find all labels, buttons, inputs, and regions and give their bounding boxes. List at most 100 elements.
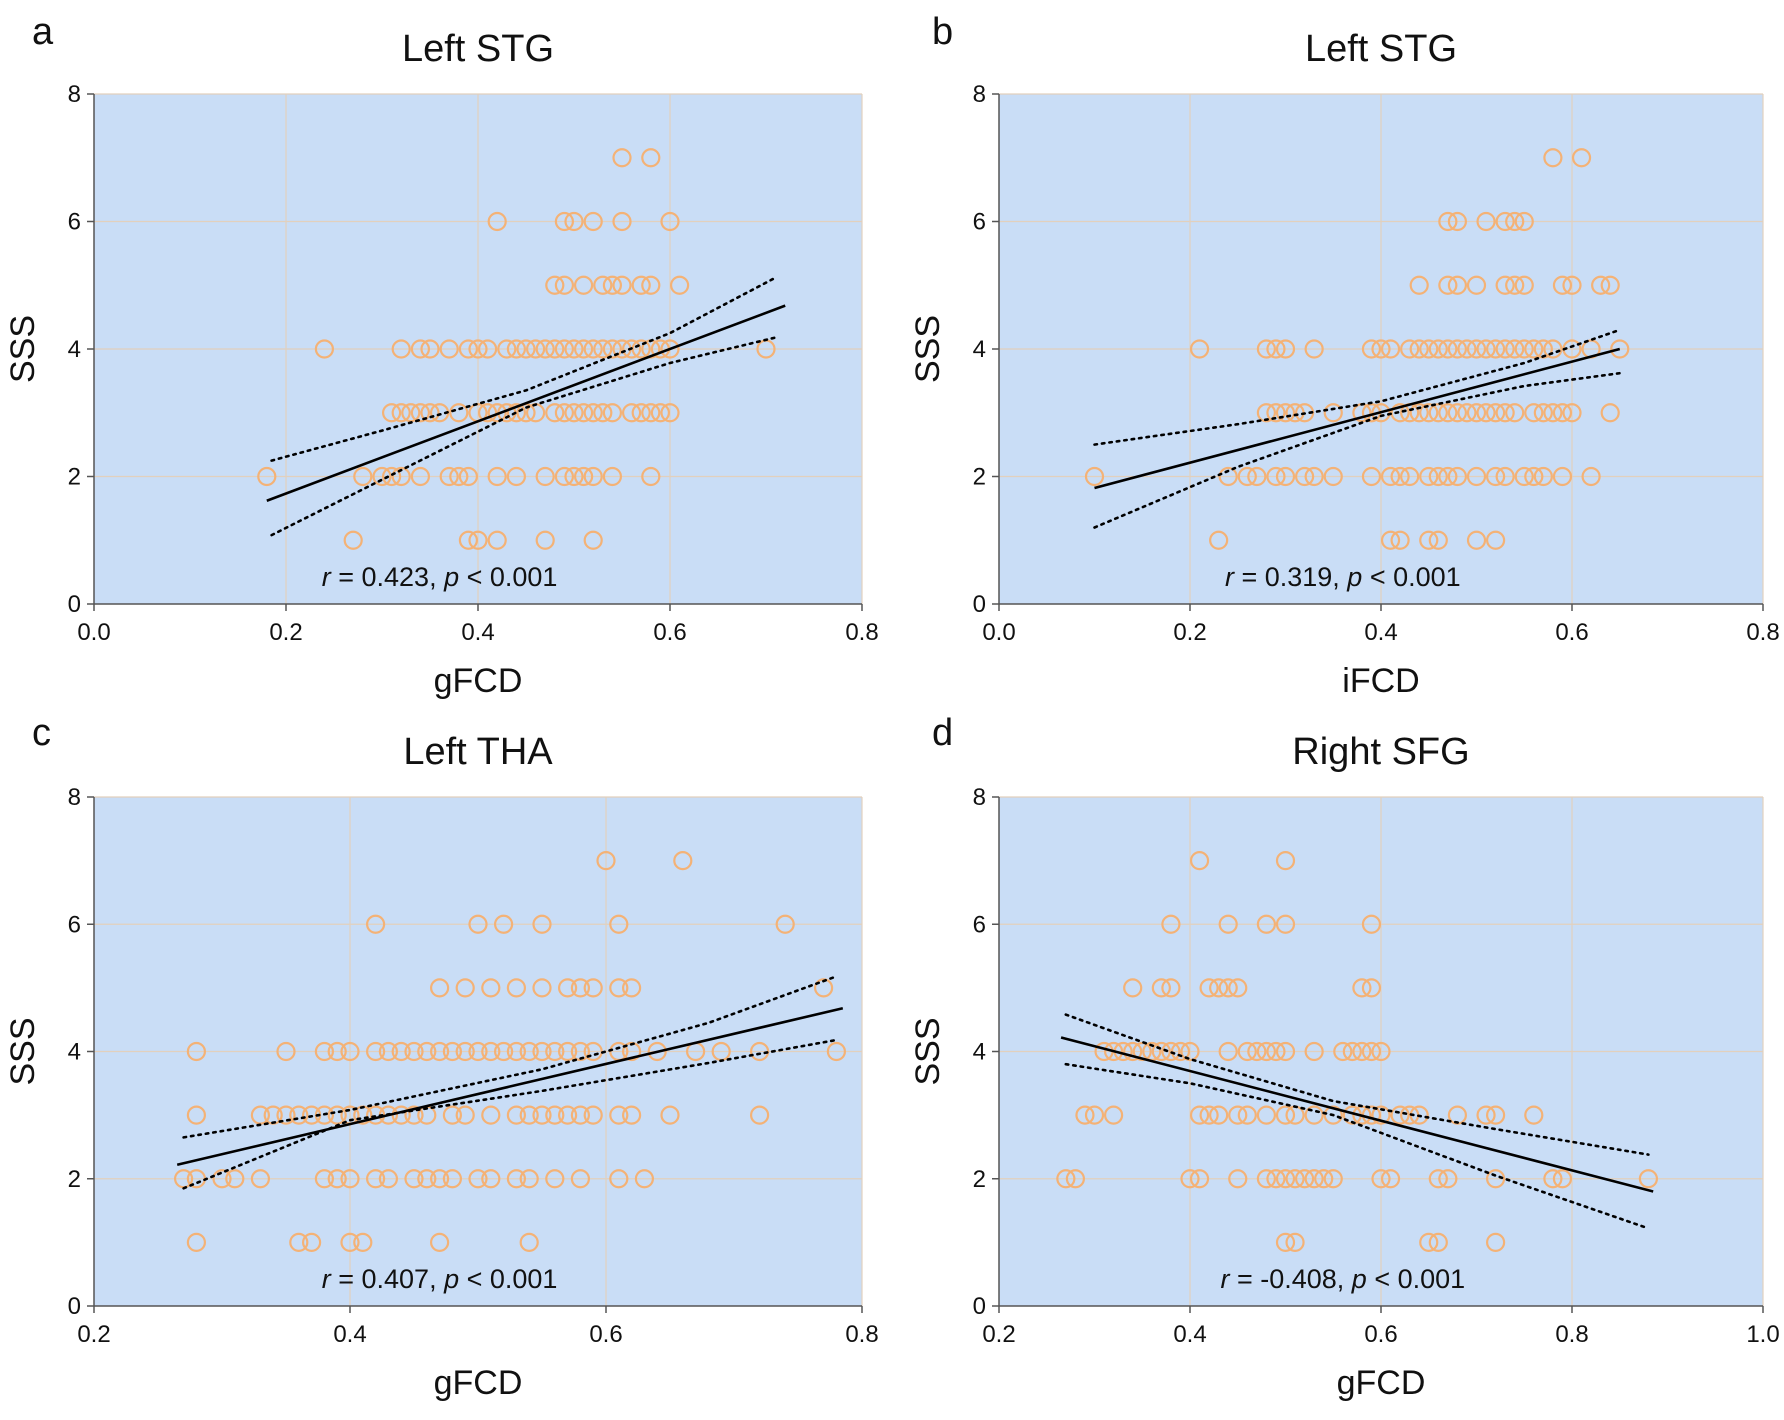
- data-point: [1438, 403, 1458, 423]
- data-point: [1123, 1041, 1143, 1062]
- data-point: [583, 466, 603, 487]
- data-point: [749, 1105, 770, 1125]
- data-point: [1189, 339, 1210, 359]
- data-point: [1476, 339, 1496, 359]
- data-point: [583, 339, 603, 359]
- data-point: [430, 978, 450, 998]
- data-point: [813, 978, 834, 998]
- data-point: [1209, 530, 1229, 550]
- x-tick-label: 0.8: [1746, 619, 1779, 646]
- y-tick-label: 6: [973, 911, 986, 938]
- data-point: [458, 530, 478, 550]
- stats-annotation: r = 0.407, p < 0.001: [322, 1264, 558, 1294]
- data-point: [1438, 1169, 1458, 1189]
- data-point: [487, 530, 507, 550]
- data-point: [1123, 978, 1143, 998]
- data-point: [1151, 978, 1171, 998]
- x-tick-label: 0.2: [982, 1321, 1015, 1348]
- data-point: [1638, 1169, 1659, 1189]
- data-point: [1495, 211, 1515, 232]
- data-point: [1591, 275, 1611, 295]
- y-tick-label: 8: [68, 784, 81, 811]
- data-point: [1285, 1169, 1305, 1189]
- data-point: [593, 339, 613, 359]
- data-point: [554, 403, 575, 423]
- data-point: [442, 1169, 462, 1189]
- data-point: [621, 339, 642, 359]
- data-point: [1543, 148, 1563, 168]
- x-tick-label: 0.4: [461, 619, 494, 646]
- data-point: [602, 275, 623, 295]
- data-point: [1476, 211, 1496, 232]
- y-tick-label: 6: [68, 209, 81, 236]
- data-point: [1361, 466, 1382, 487]
- data-point: [602, 339, 623, 359]
- data-point: [1065, 1169, 1086, 1189]
- data-point: [366, 1041, 386, 1062]
- data-point: [1371, 339, 1391, 359]
- data-point: [1419, 530, 1439, 550]
- data-point: [404, 1169, 424, 1189]
- data-point: [225, 1169, 245, 1189]
- data-point: [1447, 211, 1468, 232]
- data-point: [327, 1169, 347, 1189]
- data-point: [366, 914, 386, 934]
- data-point: [1552, 403, 1573, 423]
- data-point: [1161, 1041, 1181, 1062]
- data-point: [1228, 1169, 1248, 1189]
- regression-line: [1060, 1036, 1654, 1193]
- panel-title: Left THA: [403, 731, 553, 773]
- data-point: [593, 275, 613, 295]
- data-point: [1543, 403, 1563, 423]
- data-point: [660, 211, 680, 232]
- data-point: [1371, 1105, 1391, 1125]
- data-point: [1571, 148, 1592, 168]
- data-point: [1581, 466, 1601, 487]
- data-point: [212, 1169, 232, 1189]
- data-point: [1189, 1169, 1210, 1189]
- data-point: [1275, 851, 1296, 871]
- data-point: [439, 339, 459, 359]
- y-tick-label: 6: [68, 911, 81, 938]
- x-tick-label: 0.0: [77, 619, 110, 646]
- data-point: [420, 403, 440, 423]
- data-point: [1419, 339, 1439, 359]
- data-point: [1495, 466, 1515, 487]
- data-point: [609, 1169, 629, 1189]
- data-point: [1256, 1105, 1277, 1125]
- data-point: [583, 978, 603, 998]
- data-point: [430, 1169, 450, 1189]
- data-point: [1514, 466, 1534, 487]
- data-point: [1438, 339, 1458, 359]
- data-point: [1275, 1105, 1296, 1125]
- data-point: [1151, 1041, 1171, 1062]
- data-point: [532, 914, 552, 934]
- data-point: [1466, 466, 1487, 487]
- data-point: [506, 1041, 527, 1062]
- y-tick-label: 4: [68, 1039, 81, 1066]
- data-point: [1447, 466, 1468, 487]
- y-tick-label: 2: [973, 1166, 986, 1193]
- data-point: [1323, 403, 1343, 423]
- data-point: [1400, 339, 1420, 359]
- data-point: [519, 1232, 539, 1252]
- data-point: [545, 403, 565, 423]
- data-point: [468, 339, 488, 359]
- ci-lower-line: [1064, 1062, 1650, 1230]
- data-point: [1218, 978, 1238, 998]
- data-point: [1428, 1169, 1448, 1189]
- data-point: [1218, 1041, 1238, 1062]
- data-point: [1304, 1041, 1324, 1062]
- data-point: [487, 403, 507, 423]
- y-axis-label: SSS: [4, 1017, 42, 1085]
- stats-annotation: r = 0.319, p < 0.001: [1225, 562, 1461, 592]
- data-point: [1514, 211, 1534, 232]
- data-point: [1466, 339, 1487, 359]
- data-point: [1132, 1041, 1152, 1062]
- data-point: [366, 1169, 386, 1189]
- data-point: [506, 1169, 527, 1189]
- data-point: [1390, 1105, 1410, 1125]
- data-point: [573, 403, 594, 423]
- panel-b: 0.0 0.2 0.4 0.6 0.8 0 2 4 6 8 r = 0.319, p < 0.001…: [909, 11, 1780, 700]
